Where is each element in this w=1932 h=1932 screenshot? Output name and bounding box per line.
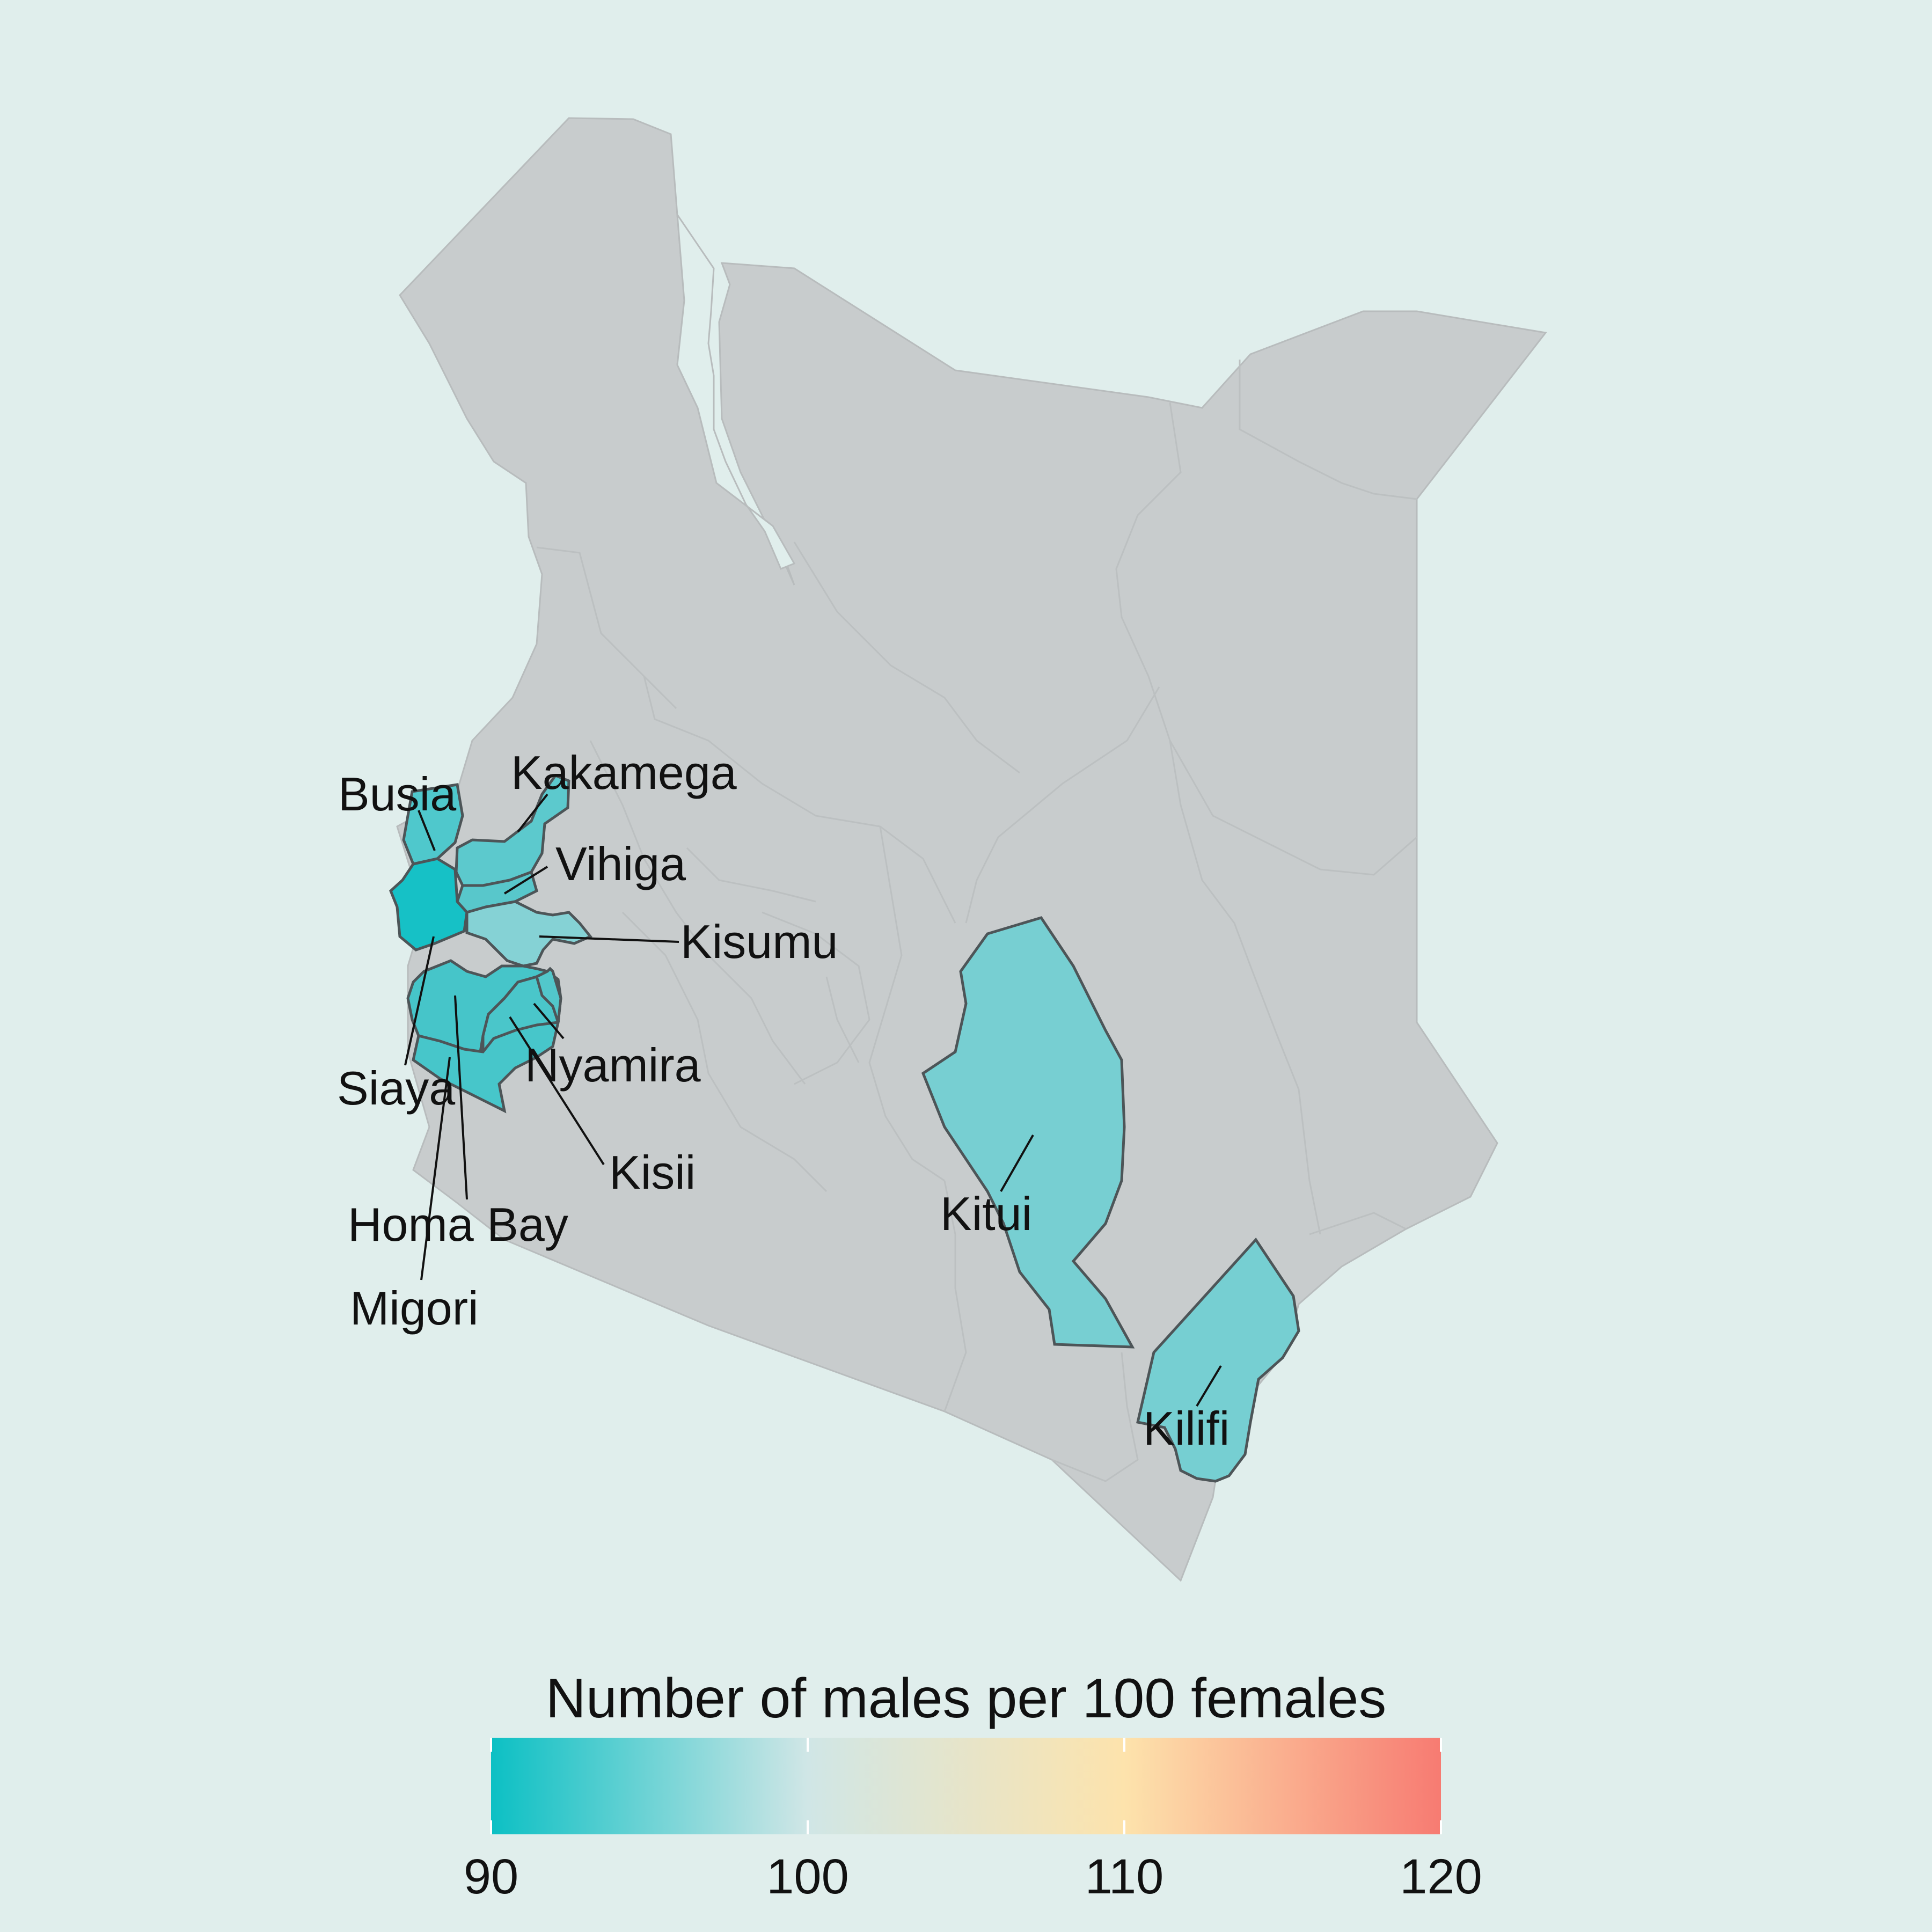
leader-siaya (404, 936, 435, 1066)
label-migori: Migori (350, 1282, 479, 1335)
legend-ticks: 90 100 110 120 (464, 1738, 1482, 1904)
label-homabay: Homa Bay (348, 1198, 568, 1251)
label-nyamira: Nyamira (525, 1038, 701, 1092)
county-nyamira (535, 967, 562, 1023)
legend-colorbar (491, 1738, 1441, 1834)
label-kakamega: Kakamega (511, 746, 737, 799)
leader-lines (404, 793, 1222, 1407)
legend-tick-label-0: 90 (464, 1849, 518, 1904)
leader-busia (418, 810, 436, 851)
county-labels: Busia Kakamega Vihiga Kisumu Siaya Homa … (337, 746, 1230, 1455)
legend-title: Number of males per 100 females (546, 1667, 1387, 1730)
leader-kisii (509, 1016, 605, 1166)
legend-tick-label-3: 120 (1400, 1849, 1482, 1904)
label-kilifi: Kilifi (1143, 1402, 1230, 1455)
county-kisumu (465, 900, 592, 968)
county-busia (402, 783, 464, 866)
legend-tick-label-1: 100 (766, 1849, 849, 1904)
leader-kakamega (517, 793, 548, 833)
county-kitui (921, 916, 1135, 1349)
label-kisumu: Kisumu (680, 915, 838, 968)
label-siaya: Siaya (337, 1062, 455, 1115)
label-vihiga: Vihiga (555, 837, 686, 890)
leader-nyamira (533, 1002, 565, 1040)
leader-kisumu (539, 935, 679, 943)
leader-homabay (454, 995, 468, 1200)
label-kisii: Kisii (609, 1146, 696, 1199)
leader-kitui (1000, 1135, 1034, 1192)
lake-turkana (676, 211, 796, 570)
internal-county-borders (536, 360, 1417, 1482)
county-kilifi (1136, 1237, 1300, 1483)
leader-migori (420, 1057, 451, 1280)
leader-kilifi (1196, 1365, 1222, 1407)
label-kitui: Kitui (940, 1187, 1032, 1240)
leader-vihiga (503, 866, 548, 895)
legend: Number of males per 100 females 90 100 110… (464, 1667, 1482, 1904)
county-siaya (389, 857, 469, 952)
legend-tick-label-2: 110 (1085, 1849, 1164, 1904)
label-busia: Busia (338, 767, 456, 821)
